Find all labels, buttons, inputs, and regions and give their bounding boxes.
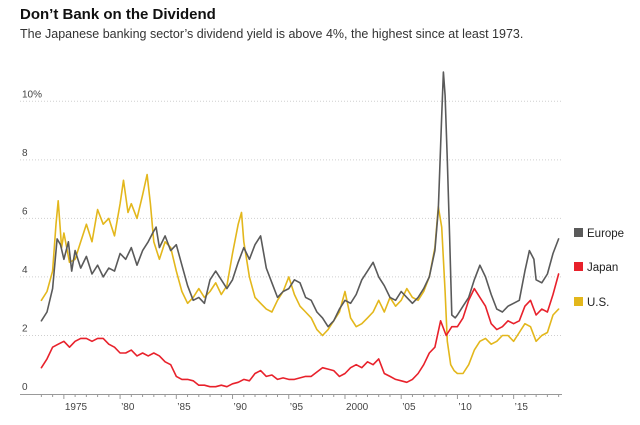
y-tick-label-10: 10%	[22, 89, 42, 100]
x-tick-label-1980: ’80	[121, 402, 135, 413]
y-tick-label-8: 8	[22, 148, 28, 159]
legend-label-europe: Europe	[587, 228, 624, 240]
gridlines	[20, 100, 562, 336]
x-tick-label-2010: ’10	[458, 402, 472, 413]
y-tick-label-4: 4	[22, 265, 28, 276]
x-tick-label-2005: ’05	[402, 402, 416, 413]
y-tick-label-2: 2	[22, 323, 28, 334]
x-tick-label-2015: ’15	[515, 402, 529, 413]
y-tick-label-6: 6	[22, 206, 28, 217]
legend-swatch-us	[574, 297, 583, 306]
series-line-europe	[40, 71, 560, 328]
legend-swatch-japan	[574, 262, 583, 271]
x-tick-label-1995: ’95	[290, 402, 304, 413]
series-line-us	[40, 173, 560, 375]
y-axis-labels: 0 2 4 6 8 10%	[22, 89, 42, 393]
x-tick-label-1985: ’85	[177, 402, 191, 413]
legend-label-us: U.S.	[587, 297, 609, 309]
x-tick-label-1990: ’90	[234, 402, 248, 413]
legend-swatch-europe	[574, 228, 583, 237]
legend: Europe Japan U.S.	[574, 228, 624, 309]
chart-subtitle: The Japanese banking sector’s dividend y…	[20, 27, 524, 41]
y-tick-label-0: 0	[22, 382, 28, 393]
legend-label-japan: Japan	[587, 262, 618, 274]
x-tick-label-1975: 1975	[65, 402, 88, 413]
series-lines	[40, 71, 560, 388]
x-axis: 1975 ’80 ’85 ’90 ’95 2000 ’05 ’10 ’15	[20, 394, 562, 413]
series-line-japan	[40, 273, 560, 388]
x-tick-label-2000: 2000	[346, 402, 369, 413]
chart-title: Don’t Bank on the Dividend	[20, 6, 216, 23]
